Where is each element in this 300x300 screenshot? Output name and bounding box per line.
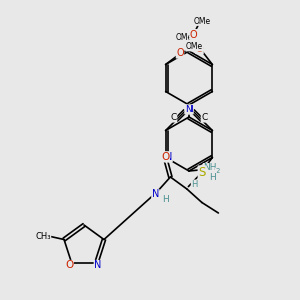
Text: S: S <box>198 166 206 179</box>
Text: O: O <box>190 29 197 40</box>
Text: N: N <box>152 189 159 200</box>
Text: N: N <box>187 105 193 114</box>
Text: CH₃: CH₃ <box>35 232 51 241</box>
Text: O: O <box>161 152 170 162</box>
Text: NH: NH <box>203 164 217 172</box>
Text: O: O <box>196 44 203 54</box>
Text: H: H <box>191 180 198 189</box>
Text: OMe: OMe <box>176 33 193 42</box>
Text: H: H <box>210 172 216 182</box>
Text: O: O <box>176 48 184 58</box>
Text: C: C <box>201 113 207 122</box>
Text: O: O <box>65 260 74 270</box>
Text: N: N <box>165 152 172 162</box>
Text: 2: 2 <box>215 168 220 174</box>
Text: OMe: OMe <box>194 16 211 26</box>
Text: C: C <box>171 113 177 122</box>
Text: OMe: OMe <box>186 42 203 51</box>
Text: N: N <box>185 105 191 114</box>
Text: H: H <box>162 195 169 204</box>
Text: N: N <box>94 260 101 270</box>
